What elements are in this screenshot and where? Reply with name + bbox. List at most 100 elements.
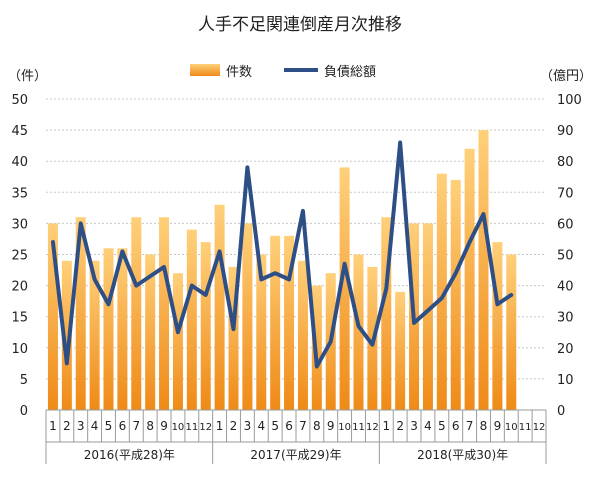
bar xyxy=(353,254,364,410)
line-point xyxy=(108,303,109,305)
line-point xyxy=(344,263,346,265)
left-tick-label: 50 xyxy=(11,93,28,108)
line-point xyxy=(399,142,401,144)
bar xyxy=(270,235,281,410)
left-tick-label: 45 xyxy=(11,124,28,139)
right-axis-unit: （億円） xyxy=(540,68,592,84)
legend-bar-swatch xyxy=(190,64,220,76)
month-label: 12 xyxy=(366,422,379,433)
legend-bar-label: 件数 xyxy=(226,65,252,80)
month-label: 4 xyxy=(91,419,99,433)
line-point xyxy=(135,285,137,287)
month-label: 6 xyxy=(285,419,293,433)
line-point xyxy=(330,341,332,343)
line-point xyxy=(455,272,457,274)
line-point xyxy=(246,166,248,168)
line-point xyxy=(260,278,262,280)
bar xyxy=(381,217,392,410)
bar xyxy=(186,229,197,410)
right-tick-label: 90 xyxy=(557,124,574,139)
right-tick-label: 40 xyxy=(557,280,574,295)
right-tick-label: 70 xyxy=(557,186,574,201)
line-point xyxy=(469,241,471,243)
left-tick-label: 0 xyxy=(20,404,28,419)
month-label: 11 xyxy=(185,422,198,433)
line-point xyxy=(510,294,512,296)
bar xyxy=(131,217,142,410)
bar xyxy=(172,273,183,410)
bar xyxy=(339,167,350,410)
year-label: 2018(平成30)年 xyxy=(417,448,508,462)
bar xyxy=(297,260,308,410)
bar xyxy=(200,242,211,410)
month-label: 5 xyxy=(105,419,113,433)
bar xyxy=(159,217,170,410)
line-point xyxy=(163,266,165,268)
left-tick-label: 5 xyxy=(20,373,28,388)
month-label: 11 xyxy=(519,422,532,433)
right-tick-label: 0 xyxy=(557,404,565,419)
month-label: 3 xyxy=(244,419,252,433)
month-label: 4 xyxy=(424,419,432,433)
month-label: 10 xyxy=(505,422,518,433)
bar xyxy=(228,266,239,410)
month-label: 1 xyxy=(49,419,57,433)
month-label: 6 xyxy=(452,419,460,433)
month-label: 1 xyxy=(216,419,224,433)
month-label: 7 xyxy=(299,419,307,433)
bar xyxy=(103,248,114,410)
line-point xyxy=(205,294,207,296)
bar xyxy=(242,223,253,410)
line-point xyxy=(371,344,373,346)
right-y-axis: 0 10 20 30 40 50 60 70 80 90 100 xyxy=(557,93,582,419)
line-point xyxy=(483,213,484,215)
right-tick-label: 30 xyxy=(557,311,574,326)
month-label: 3 xyxy=(77,419,85,433)
line-point xyxy=(149,275,151,277)
line-point xyxy=(302,210,304,212)
month-label: 2 xyxy=(63,419,71,433)
month-label: 7 xyxy=(132,419,140,433)
bar xyxy=(75,217,86,410)
bar xyxy=(47,223,58,410)
month-label: 9 xyxy=(327,419,335,433)
line-point xyxy=(288,278,290,280)
line-point xyxy=(385,288,387,290)
line-point xyxy=(316,365,318,367)
legend: 件数 負債総額 xyxy=(190,64,376,80)
bar-series xyxy=(47,130,517,410)
month-label: 3 xyxy=(410,419,418,433)
bar xyxy=(145,254,156,410)
month-label: 9 xyxy=(160,419,168,433)
month-label: 12 xyxy=(533,422,546,433)
month-label: 6 xyxy=(119,419,127,433)
right-tick-label: 80 xyxy=(557,155,574,170)
x-axis: 1 2 3 4 5 6 7 8 9 10 11 12 1 2 3 4 5 6 7 8 9 10 11 12 1 2 3 4 5 6 7 8 9 1… xyxy=(45,409,547,464)
left-tick-label: 10 xyxy=(11,342,28,357)
month-label: 9 xyxy=(494,419,502,433)
bar xyxy=(89,260,100,410)
line-point xyxy=(219,250,221,252)
month-label: 8 xyxy=(146,419,154,433)
month-label: 2 xyxy=(396,419,404,433)
bar xyxy=(506,254,517,410)
month-label: 5 xyxy=(271,419,279,433)
bar xyxy=(464,148,475,410)
debt-line xyxy=(50,140,514,369)
left-tick-label: 25 xyxy=(11,249,28,264)
bar xyxy=(61,260,72,410)
left-tick-label: 40 xyxy=(11,155,28,170)
line-point xyxy=(427,309,429,311)
chart-title: 人手不足関連倒産月次推移 xyxy=(198,15,402,35)
left-y-axis: 0 5 10 15 20 25 30 35 40 45 50 xyxy=(11,93,28,419)
bar xyxy=(436,173,447,410)
left-tick-label: 20 xyxy=(11,280,28,295)
month-label: 5 xyxy=(438,419,446,433)
line-point xyxy=(66,362,68,364)
line-series xyxy=(50,140,514,369)
left-tick-label: 30 xyxy=(11,217,28,232)
left-tick-label: 35 xyxy=(11,186,28,201)
month-label: 10 xyxy=(172,422,185,433)
line-point xyxy=(413,322,415,324)
